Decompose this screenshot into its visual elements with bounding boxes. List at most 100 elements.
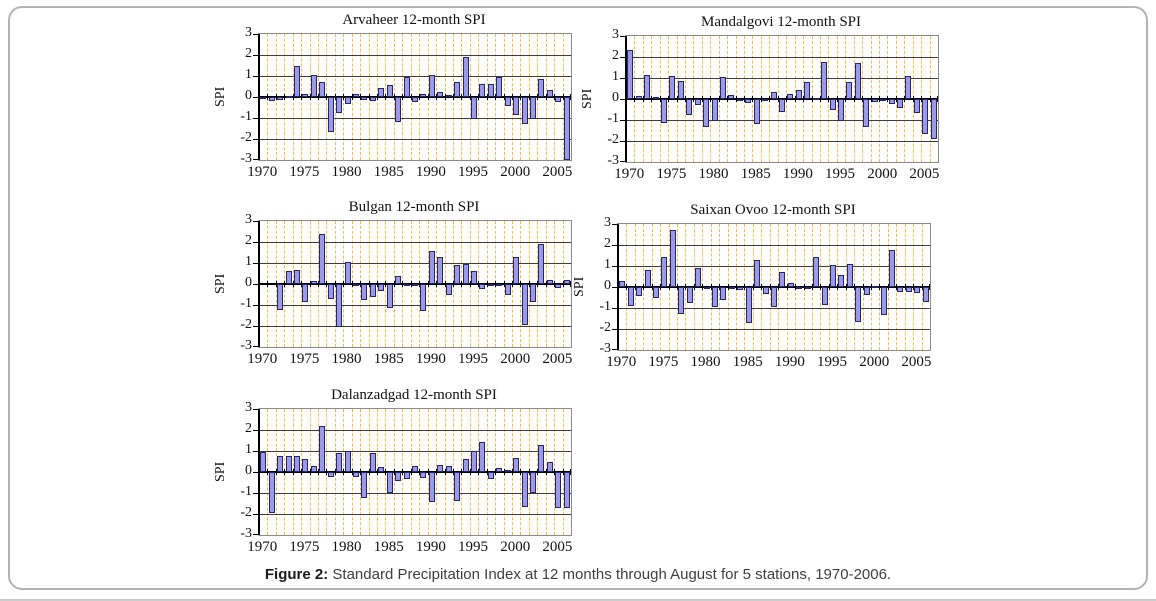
spi-bar-1982 bbox=[361, 284, 368, 300]
x-tick-labels: 1970 1975 1980 1985 1990 1995 2000 2005 bbox=[247, 536, 572, 556]
spi-bar-1983 bbox=[369, 453, 376, 472]
x-axis-tick bbox=[929, 284, 930, 290]
spi-bar-1986 bbox=[754, 259, 761, 287]
x-axis-tick bbox=[820, 284, 822, 290]
x-axis-tick bbox=[786, 96, 788, 102]
spi-bar-2006 bbox=[563, 472, 570, 508]
spi-bar-1976 bbox=[310, 465, 317, 472]
x-axis-tick bbox=[878, 96, 880, 102]
x-axis-tick bbox=[668, 284, 670, 290]
x-axis-tick bbox=[309, 469, 311, 475]
x-axis-tick bbox=[528, 281, 530, 287]
y-axis-tick bbox=[612, 329, 618, 330]
y-tick-label: 3 bbox=[612, 27, 619, 42]
x-axis-tick bbox=[292, 469, 294, 475]
x-axis-tick bbox=[318, 94, 320, 100]
x-axis-tick bbox=[677, 284, 679, 290]
spi-bar-2000 bbox=[880, 99, 887, 102]
spi-bar-1987 bbox=[403, 472, 410, 480]
spi-bar-2002 bbox=[897, 99, 904, 109]
x-tick-label: 1975 bbox=[289, 351, 320, 367]
x-tick-label: 2005 bbox=[542, 351, 573, 367]
spi-bar-1996 bbox=[479, 441, 486, 472]
x-axis-tick bbox=[469, 94, 471, 100]
spi-bar-2003 bbox=[538, 244, 545, 284]
x-axis-tick bbox=[887, 284, 889, 290]
y-tick-label: 3 bbox=[604, 215, 611, 230]
x-tick-labels: 1970 1975 1980 1985 1990 1995 2000 2005 bbox=[614, 163, 939, 183]
spi-bar-1998 bbox=[863, 99, 870, 128]
x-axis-tick bbox=[554, 281, 556, 287]
spi-bar-1989 bbox=[787, 93, 794, 99]
y-axis-tick bbox=[253, 139, 259, 140]
bottom-divider bbox=[0, 599, 1156, 601]
spi-bar-1984 bbox=[378, 87, 385, 97]
x-axis-tick bbox=[803, 96, 805, 102]
spi-bar-2000 bbox=[513, 256, 520, 284]
x-tick-label: 1980 bbox=[331, 539, 362, 555]
y-axis-tick bbox=[253, 430, 259, 431]
horizontal-gridline bbox=[259, 76, 571, 77]
y-axis-tick bbox=[620, 120, 626, 121]
x-axis-tick bbox=[528, 94, 530, 100]
spi-bar-2000 bbox=[513, 458, 520, 472]
x-axis-tick bbox=[520, 469, 522, 475]
spi-bar-2004 bbox=[546, 89, 553, 97]
x-axis-tick bbox=[410, 469, 412, 475]
spi-bar-1986 bbox=[395, 275, 402, 284]
spi-bar-1995 bbox=[471, 97, 478, 120]
x-axis-tick bbox=[452, 469, 454, 475]
spi-bar-1997 bbox=[854, 63, 861, 99]
x-axis-tick bbox=[727, 96, 729, 102]
x-axis-tick bbox=[368, 94, 370, 100]
spi-bar-1980 bbox=[703, 287, 710, 289]
spi-bar-2003 bbox=[897, 287, 904, 293]
x-axis-tick bbox=[651, 284, 653, 290]
y-axis-tick bbox=[253, 118, 259, 119]
x-axis-tick bbox=[752, 96, 754, 102]
spi-bar-1996 bbox=[846, 82, 853, 99]
horizontal-gridline bbox=[259, 55, 571, 56]
spi-bar-2000 bbox=[513, 97, 520, 115]
spi-bar-1998 bbox=[496, 77, 503, 97]
spi-bar-1978 bbox=[327, 97, 334, 132]
x-axis-tick bbox=[292, 281, 294, 287]
plot-area bbox=[612, 223, 931, 351]
x-axis-tick bbox=[275, 281, 277, 287]
x-axis-tick bbox=[904, 284, 906, 290]
x-axis-tick bbox=[351, 281, 353, 287]
x-axis-tick bbox=[326, 469, 328, 475]
x-axis-tick bbox=[693, 284, 695, 290]
x-axis-tick bbox=[777, 96, 779, 102]
spi-bar-1980 bbox=[344, 261, 351, 284]
y-tick-label: -3 bbox=[599, 341, 611, 356]
x-axis-tick bbox=[318, 469, 320, 475]
spi-bar-1981 bbox=[352, 472, 359, 478]
x-tick-label: 1990 bbox=[415, 351, 446, 367]
spi-bar-1992 bbox=[804, 287, 811, 289]
x-axis-tick bbox=[520, 94, 522, 100]
spi-bar-1999 bbox=[504, 97, 511, 107]
spi-bar-1970 bbox=[619, 280, 626, 287]
spi-bar-1999 bbox=[504, 469, 511, 472]
x-axis-tick bbox=[267, 94, 269, 100]
x-tick-label: 1970 bbox=[606, 354, 637, 370]
x-axis-tick bbox=[545, 94, 547, 100]
chart-title: Mandalgovi 12-month SPI bbox=[701, 14, 861, 30]
x-axis-tick bbox=[385, 281, 387, 287]
x-axis-tick bbox=[795, 284, 797, 290]
horizontal-gridline bbox=[259, 514, 571, 515]
spi-bar-2003 bbox=[538, 444, 545, 472]
y-axis-tick bbox=[620, 99, 626, 100]
x-tick-label: 1970 bbox=[614, 166, 645, 182]
x-axis-tick bbox=[895, 96, 897, 102]
x-axis-tick bbox=[562, 281, 564, 287]
x-axis-tick bbox=[377, 94, 379, 100]
chart-title: Dalanzadgad 12-month SPI bbox=[331, 387, 497, 403]
spi-bar-2001 bbox=[888, 99, 895, 105]
x-tick-label: 1990 bbox=[415, 164, 446, 180]
x-axis-tick bbox=[570, 469, 571, 475]
spi-bar-1988 bbox=[412, 465, 418, 472]
y-tick-label: 1 bbox=[245, 67, 252, 82]
x-axis-tick bbox=[326, 281, 328, 287]
